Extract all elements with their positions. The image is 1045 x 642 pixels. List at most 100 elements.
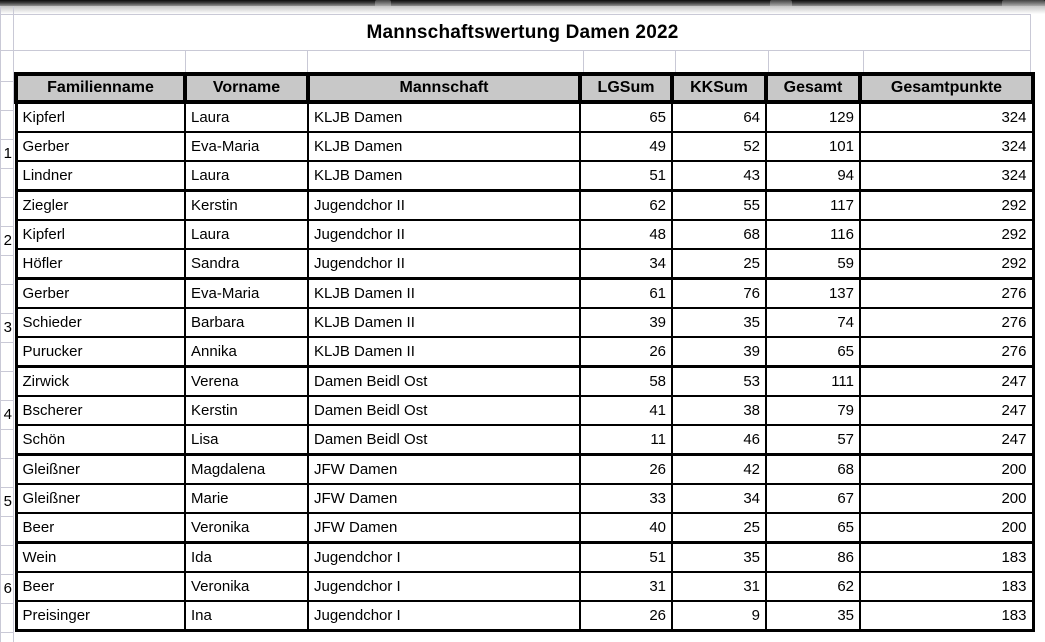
cell-gesamt[interactable]: 65 (765, 336, 861, 368)
cell-gesamtpunkte[interactable]: 276 (859, 277, 1034, 309)
cell-lgsum[interactable]: 26 (579, 600, 673, 632)
cell-lgsum[interactable]: 65 (579, 101, 673, 133)
cell-kksum[interactable]: 42 (671, 453, 767, 485)
cell-gesamt[interactable]: 116 (765, 219, 861, 250)
cell-familienname[interactable]: Purucker (15, 336, 186, 368)
cell-lgsum[interactable]: 48 (579, 219, 673, 250)
column-header-kksum[interactable]: KKSum (670, 72, 768, 104)
cell-kksum[interactable]: 31 (671, 571, 767, 602)
cell-gesamt[interactable]: 79 (765, 395, 861, 426)
cell-gesamt[interactable]: 137 (765, 277, 861, 309)
cell-gesamt[interactable]: 117 (765, 189, 861, 221)
cell-gesamtpunkte[interactable]: 183 (859, 541, 1034, 573)
sheet-title-cell[interactable]: Mannschaftswertung Damen 2022 (15, 15, 1030, 50)
cell-familienname[interactable]: Bscherer (15, 395, 186, 426)
cell-lgsum[interactable]: 33 (579, 483, 673, 514)
cell-kksum[interactable]: 76 (671, 277, 767, 309)
cell-mannschaft[interactable]: JFW Damen (307, 512, 581, 544)
cell-gesamtpunkte[interactable]: 276 (859, 336, 1034, 368)
cell-familienname[interactable]: Lindner (15, 160, 186, 192)
cell-lgsum[interactable]: 26 (579, 453, 673, 485)
column-header-vorname[interactable]: Vorname (183, 72, 310, 104)
cell-kksum[interactable]: 46 (671, 424, 767, 456)
team-rank-label[interactable]: 3 (3, 319, 12, 336)
cell-gesamt[interactable]: 94 (765, 160, 861, 192)
cell-familienname[interactable]: Kipferl (15, 101, 186, 133)
cell-kksum[interactable]: 9 (671, 600, 767, 632)
cell-gesamt[interactable]: 67 (765, 483, 861, 514)
cell-vorname[interactable]: Ida (184, 541, 309, 573)
cell-kksum[interactable]: 55 (671, 189, 767, 221)
cell-familienname[interactable]: Wein (15, 541, 186, 573)
cell-kksum[interactable]: 68 (671, 219, 767, 250)
cell-gesamt[interactable]: 57 (765, 424, 861, 456)
cell-lgsum[interactable]: 26 (579, 336, 673, 368)
cell-lgsum[interactable]: 34 (579, 248, 673, 280)
column-header-mannschaft[interactable]: Mannschaft (306, 72, 582, 104)
cell-mannschaft[interactable]: Damen Beidl Ost (307, 365, 581, 397)
cell-vorname[interactable]: Kerstin (184, 189, 309, 221)
cell-familienname[interactable]: Gleißner (15, 453, 186, 485)
cell-gesamtpunkte[interactable]: 276 (859, 307, 1034, 338)
cell-vorname[interactable]: Marie (184, 483, 309, 514)
cell-mannschaft[interactable]: Jugendchor II (307, 189, 581, 221)
cell-vorname[interactable]: Verena (184, 365, 309, 397)
cell-familienname[interactable]: Ziegler (15, 189, 186, 221)
cell-familienname[interactable]: Gerber (15, 277, 186, 309)
cell-mannschaft[interactable]: JFW Damen (307, 453, 581, 485)
cell-vorname[interactable]: Eva-Maria (184, 131, 309, 162)
cell-vorname[interactable]: Annika (184, 336, 309, 368)
cell-gesamt[interactable]: 59 (765, 248, 861, 280)
cell-familienname[interactable]: Zirwick (15, 365, 186, 397)
cell-vorname[interactable]: Laura (184, 160, 309, 192)
cell-vorname[interactable]: Veronika (184, 512, 309, 544)
cell-gesamtpunkte[interactable]: 247 (859, 365, 1034, 397)
cell-kksum[interactable]: 35 (671, 541, 767, 573)
cell-gesamt[interactable]: 101 (765, 131, 861, 162)
cell-familienname[interactable]: Schieder (15, 307, 186, 338)
cell-vorname[interactable]: Kerstin (184, 395, 309, 426)
cell-mannschaft[interactable]: KLJB Damen (307, 131, 581, 162)
cell-mannschaft[interactable]: Jugendchor I (307, 600, 581, 632)
cell-vorname[interactable]: Sandra (184, 248, 309, 280)
cell-mannschaft[interactable]: Jugendchor II (307, 248, 581, 280)
column-header-lgsum[interactable]: LGSum (578, 72, 674, 104)
cell-mannschaft[interactable]: Jugendchor II (307, 219, 581, 250)
team-rank-label[interactable]: 2 (3, 232, 12, 249)
cell-gesamtpunkte[interactable]: 183 (859, 600, 1034, 632)
cell-gesamt[interactable]: 68 (765, 453, 861, 485)
cell-vorname[interactable]: Eva-Maria (184, 277, 309, 309)
cell-lgsum[interactable]: 51 (579, 160, 673, 192)
cell-gesamtpunkte[interactable]: 200 (859, 512, 1034, 544)
cell-lgsum[interactable]: 31 (579, 571, 673, 602)
cell-familienname[interactable]: Preisinger (15, 600, 186, 632)
cell-gesamtpunkte[interactable]: 200 (859, 453, 1034, 485)
cell-familienname[interactable]: Beer (15, 512, 186, 544)
cell-gesamtpunkte[interactable]: 200 (859, 483, 1034, 514)
cell-vorname[interactable]: Veronika (184, 571, 309, 602)
team-rank-label[interactable]: 4 (3, 406, 12, 423)
cell-gesamt[interactable]: 35 (765, 600, 861, 632)
cell-mannschaft[interactable]: Damen Beidl Ost (307, 424, 581, 456)
cell-familienname[interactable]: Schön (15, 424, 186, 456)
cell-gesamtpunkte[interactable]: 183 (859, 571, 1034, 602)
cell-vorname[interactable]: Barbara (184, 307, 309, 338)
cell-gesamtpunkte[interactable]: 247 (859, 424, 1034, 456)
cell-lgsum[interactable]: 41 (579, 395, 673, 426)
cell-gesamtpunkte[interactable]: 292 (859, 189, 1034, 221)
cell-vorname[interactable]: Laura (184, 219, 309, 250)
cell-familienname[interactable]: Gleißner (15, 483, 186, 514)
cell-lgsum[interactable]: 61 (579, 277, 673, 309)
cell-gesamtpunkte[interactable]: 292 (859, 248, 1034, 280)
cell-mannschaft[interactable]: KLJB Damen II (307, 336, 581, 368)
cell-kksum[interactable]: 25 (671, 512, 767, 544)
cell-lgsum[interactable]: 39 (579, 307, 673, 338)
team-rank-label[interactable]: 5 (3, 493, 12, 510)
cell-kksum[interactable]: 34 (671, 483, 767, 514)
cell-kksum[interactable]: 64 (671, 101, 767, 133)
column-header-gesamt[interactable]: Gesamt (764, 72, 862, 104)
cell-kksum[interactable]: 53 (671, 365, 767, 397)
cell-mannschaft[interactable]: KLJB Damen (307, 101, 581, 133)
cell-mannschaft[interactable]: Damen Beidl Ost (307, 395, 581, 426)
column-header-familienname[interactable]: Familienname (14, 72, 187, 104)
